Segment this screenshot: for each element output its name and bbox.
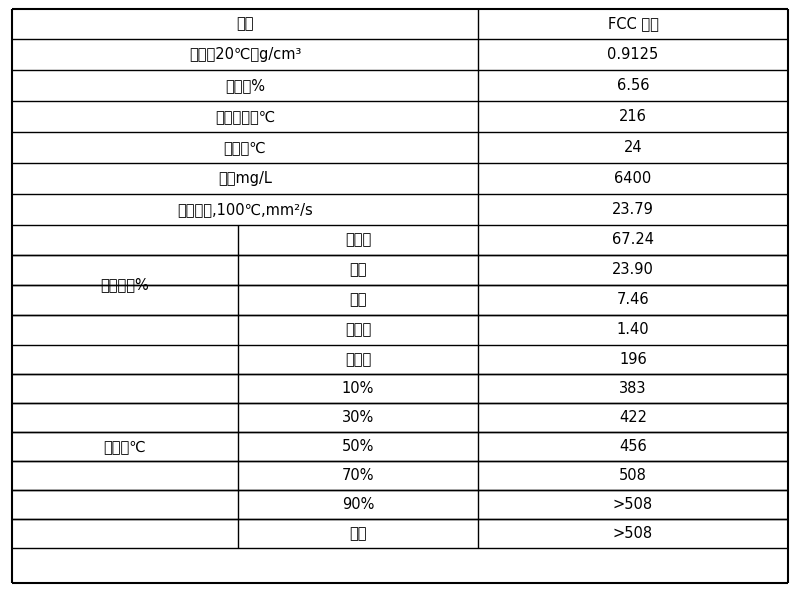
Text: 508: 508 [619,468,647,483]
Text: 干点: 干点 [350,526,366,541]
Text: >508: >508 [613,526,653,541]
Text: 7.46: 7.46 [617,293,650,307]
Text: 456: 456 [619,439,647,454]
Text: >508: >508 [613,497,653,512]
Text: 196: 196 [619,352,647,367]
Text: 6.56: 6.56 [617,78,650,93]
Text: 50%: 50% [342,439,374,454]
Text: 密度，20℃，g/cm³: 密度，20℃，g/cm³ [189,47,301,62]
Text: 项目: 项目 [236,17,254,31]
Text: 馏程，℃: 馏程，℃ [104,439,146,454]
Text: 422: 422 [619,410,647,425]
Text: 0.9125: 0.9125 [607,47,658,62]
Text: 23.90: 23.90 [612,262,654,278]
Text: 1.40: 1.40 [617,323,650,337]
Text: 30%: 30% [342,410,374,425]
Text: 饱和烃: 饱和烃 [345,232,371,248]
Text: 383: 383 [619,381,646,396]
Text: 凝点，℃: 凝点，℃ [224,140,266,155]
Text: 族组成，%: 族组成，% [101,278,150,293]
Text: 90%: 90% [342,497,374,512]
Text: 70%: 70% [342,468,374,483]
Text: 开口闪点，℃: 开口闪点，℃ [215,109,275,124]
Text: 24: 24 [624,140,642,155]
Text: 67.24: 67.24 [612,232,654,248]
Text: 10%: 10% [342,381,374,396]
Text: 运动粘度,100℃,mm²/s: 运动粘度,100℃,mm²/s [177,202,313,217]
Text: 芳烃: 芳烃 [350,262,366,278]
Text: FCC 原料: FCC 原料 [607,17,658,31]
Text: 沥青质: 沥青质 [345,323,371,337]
Text: 茂质: 茂质 [350,293,366,307]
Text: 6400: 6400 [614,171,652,186]
Text: 硫，mg/L: 硫，mg/L [218,171,272,186]
Text: 初馏点: 初馏点 [345,352,371,367]
Text: 216: 216 [619,109,647,124]
Text: 残炭，%: 残炭，% [225,78,265,93]
Text: 23.79: 23.79 [612,202,654,217]
